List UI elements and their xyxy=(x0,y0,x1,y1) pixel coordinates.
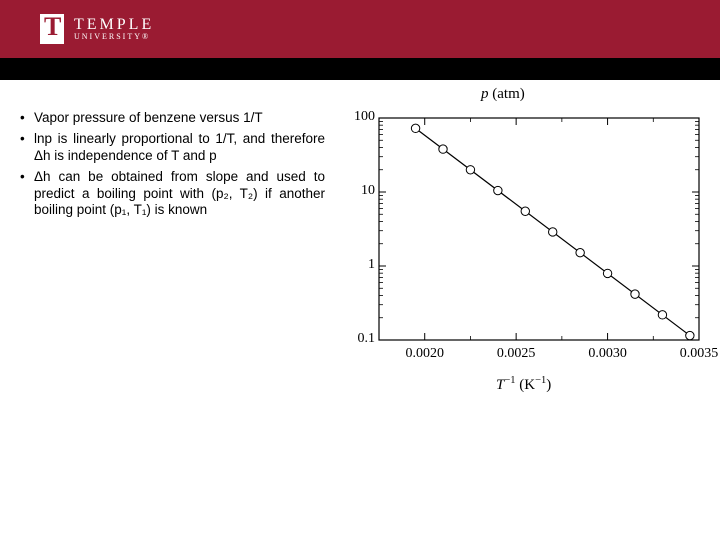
bullet-text: Δh can be obtained from slope and used t… xyxy=(34,169,325,218)
header-bar: TEMPLE UNIVERSITY® xyxy=(0,0,720,58)
pressure-chart: p (atm) T−1 (K−1) 0.11101000.00200.00250… xyxy=(331,110,711,400)
y-axis-label: p (atm) xyxy=(481,86,525,103)
bullet-item: lnp is linearly proportional to 1/T, and… xyxy=(20,131,325,165)
y-tick-label: 100 xyxy=(341,109,375,125)
bullet-item: Δh can be obtained from slope and used t… xyxy=(20,169,325,220)
chart-svg xyxy=(331,110,711,370)
x-tick-label: 0.0025 xyxy=(489,346,543,362)
brand-sub: UNIVERSITY® xyxy=(74,33,154,41)
bullet-text: Vapor pressure of benzene versus 1/T xyxy=(34,110,263,125)
y-tick-label: 1 xyxy=(341,257,375,273)
brand-main: TEMPLE xyxy=(74,17,154,33)
bullet-text: lnp is linearly proportional to 1/T, and… xyxy=(34,131,325,163)
bullet-list: Vapor pressure of benzene versus 1/T lnp… xyxy=(20,110,325,400)
temple-t-logo xyxy=(40,14,64,44)
x-tick-label: 0.0030 xyxy=(581,346,635,362)
logo-text: TEMPLE UNIVERSITY® xyxy=(74,17,154,41)
x-tick-label: 0.0035 xyxy=(672,346,720,362)
x-tick-label: 0.0020 xyxy=(398,346,452,362)
x-axis-label: T−1 (K−1) xyxy=(496,375,551,394)
y-tick-label: 0.1 xyxy=(341,331,375,347)
bullet-item: Vapor pressure of benzene versus 1/T xyxy=(20,110,325,127)
y-tick-label: 10 xyxy=(341,183,375,199)
black-divider xyxy=(0,58,720,80)
content-row: Vapor pressure of benzene versus 1/T lnp… xyxy=(0,80,720,400)
